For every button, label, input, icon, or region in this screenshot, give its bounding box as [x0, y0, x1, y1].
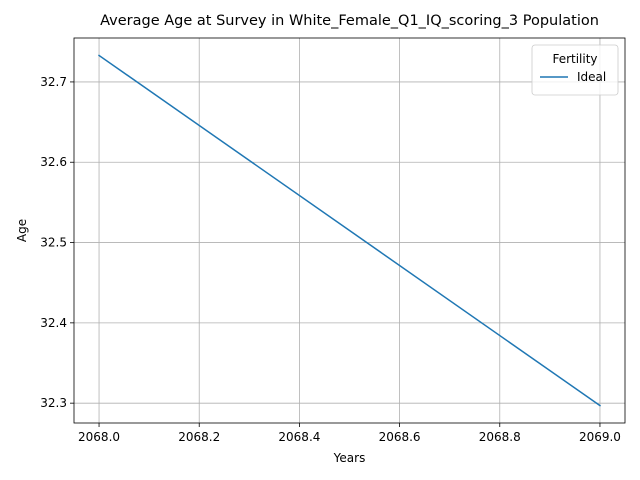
y-tick-label: 32.6 [40, 155, 67, 169]
x-tick-label: 2069.0 [579, 430, 621, 444]
series-line-ideal [98, 54, 601, 407]
legend: Fertility Ideal [531, 44, 619, 96]
legend-label-ideal: Ideal [577, 70, 606, 84]
axis-ticks: 2068.0 2068.2 2068.4 2068.6 2068.8 2069.0 32.3… [40, 75, 621, 444]
x-axis-label: Years [333, 451, 366, 465]
x-tick-label: 2068.2 [178, 430, 220, 444]
series-lines [98, 54, 601, 407]
x-tick-label: 2068.8 [479, 430, 521, 444]
y-tick-label: 32.7 [40, 75, 67, 89]
y-axis-label: Age [15, 219, 29, 242]
legend-box [531, 44, 619, 96]
y-tick-label: 32.4 [40, 316, 67, 330]
plot-area-frame [73, 37, 626, 424]
x-tick-label: 2068.4 [278, 430, 320, 444]
x-tick-label: 2068.0 [78, 430, 120, 444]
y-tick-label: 32.5 [40, 236, 67, 250]
chart-title: Average Age at Survey in White_Female_Q1… [100, 13, 599, 29]
legend-title: Fertility [552, 52, 597, 66]
grid-lines [74, 38, 625, 423]
y-tick-label: 32.3 [40, 396, 67, 410]
x-tick-label: 2068.6 [379, 430, 421, 444]
